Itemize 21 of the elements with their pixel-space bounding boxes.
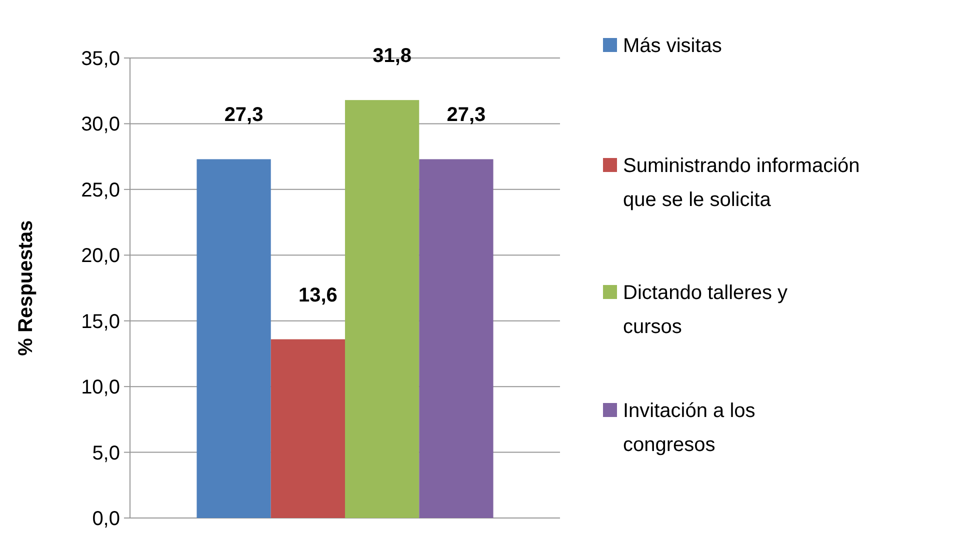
legend-label: Invitación a los congresos <box>623 400 756 456</box>
data-label: 31,8 <box>372 45 412 68</box>
bar <box>270 339 345 518</box>
y-tick-label: 10,0 <box>81 376 120 399</box>
data-label: 13,6 <box>298 284 338 306</box>
legend-label: Suministrando información que se le solicita <box>623 155 860 211</box>
data-label: 27,3 <box>224 104 264 126</box>
data-label: 27,3 <box>446 104 486 126</box>
bar <box>419 159 494 518</box>
legend-label: Dictando talleres y cursos <box>623 282 788 338</box>
y-tick-label: 30,0 <box>81 114 120 136</box>
bar <box>196 159 271 518</box>
bar <box>345 100 420 518</box>
y-tick-label: 15,0 <box>81 310 120 333</box>
y-tick-label: 25,0 <box>81 179 120 202</box>
y-tick-label: 35,0 <box>81 48 120 70</box>
y-tick-label: 0,0 <box>92 508 120 530</box>
y-tick-label: 5,0 <box>92 442 120 464</box>
y-tick-label: 20,0 <box>81 245 120 268</box>
y-axis-title: % Respuestas <box>15 220 37 356</box>
legend-label: Más visitas <box>623 35 722 57</box>
